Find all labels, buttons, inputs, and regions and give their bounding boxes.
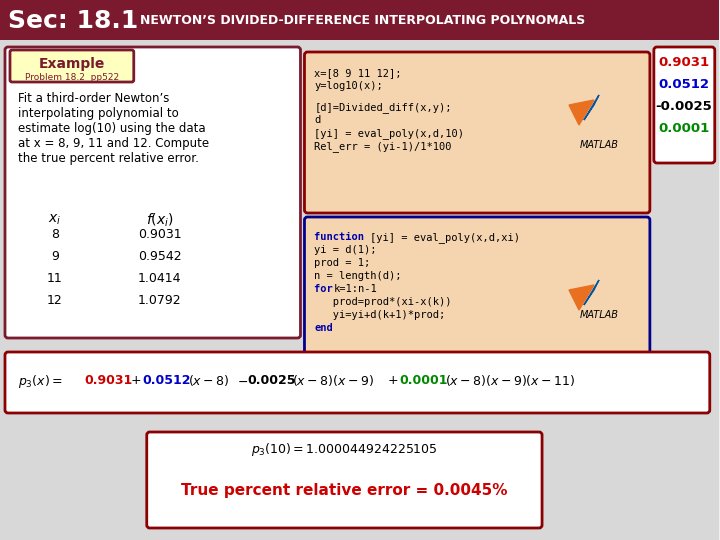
Text: prod=prod*(xi-x(k)): prod=prod*(xi-x(k)) [315, 297, 452, 307]
FancyBboxPatch shape [5, 47, 300, 338]
Text: estimate log(10) using the data: estimate log(10) using the data [18, 122, 206, 135]
FancyBboxPatch shape [5, 352, 710, 413]
Text: $-$: $-$ [237, 375, 248, 388]
Text: $(x - 8)$: $(x - 8)$ [188, 374, 229, 388]
Text: 0.0001: 0.0001 [658, 123, 709, 136]
Text: Sec: 18.1: Sec: 18.1 [8, 9, 138, 33]
Text: $f(x_i)$: $f(x_i)$ [146, 211, 174, 229]
Text: $+ $: $+ $ [387, 375, 399, 388]
Polygon shape [569, 100, 594, 125]
Text: 0.0025: 0.0025 [248, 375, 296, 388]
FancyBboxPatch shape [305, 217, 650, 383]
Text: 1.0792: 1.0792 [138, 294, 181, 307]
Text: NEWTON’S DIVIDED-DIFFERENCE INTERPOLATING POLYNOMALS: NEWTON’S DIVIDED-DIFFERENCE INTERPOLATIN… [140, 15, 585, 28]
Text: $+$: $+$ [130, 375, 141, 388]
Text: 8: 8 [51, 228, 59, 241]
Text: k=1:n-1: k=1:n-1 [333, 284, 377, 294]
Text: function: function [315, 232, 371, 242]
FancyBboxPatch shape [654, 47, 715, 163]
Text: Fit a third-order Newton’s: Fit a third-order Newton’s [18, 92, 169, 105]
Text: 12: 12 [47, 294, 63, 307]
Text: x=[8 9 11 12];: x=[8 9 11 12]; [315, 68, 402, 78]
FancyBboxPatch shape [147, 432, 542, 528]
Text: n = length(d);: n = length(d); [315, 271, 402, 281]
Text: 0.0512: 0.0512 [658, 78, 709, 91]
Text: $(x - 8)(x - 9)$: $(x - 8)(x - 9)$ [292, 374, 374, 388]
Text: for: for [315, 284, 339, 294]
Text: $x_i$: $x_i$ [48, 213, 61, 227]
Text: y=log10(x);: y=log10(x); [315, 81, 383, 91]
Text: 0.9031: 0.9031 [138, 228, 181, 241]
FancyBboxPatch shape [305, 52, 650, 213]
Text: 0.9031: 0.9031 [658, 57, 709, 70]
Text: 11: 11 [47, 273, 63, 286]
Text: 0.9031: 0.9031 [85, 375, 133, 388]
Text: end: end [315, 323, 333, 333]
Text: d: d [315, 115, 320, 125]
Text: 0.9542: 0.9542 [138, 251, 181, 264]
Text: yi = d(1);: yi = d(1); [315, 245, 377, 255]
Text: [yi] = eval_poly(x,d,xi): [yi] = eval_poly(x,d,xi) [370, 232, 521, 243]
Text: $p_3(10) = 1.000044924225105$: $p_3(10) = 1.000044924225105$ [251, 442, 438, 458]
Text: at x = 8, 9, 11 and 12. Compute: at x = 8, 9, 11 and 12. Compute [18, 137, 209, 150]
Text: 0.0512: 0.0512 [143, 375, 192, 388]
Polygon shape [584, 95, 599, 120]
Text: $p_3(x) = $: $p_3(x) = $ [18, 373, 63, 389]
Text: -0.0025: -0.0025 [655, 100, 712, 113]
Text: MATLAB: MATLAB [580, 310, 618, 320]
Text: Rel_err = (yi-1)/1*100: Rel_err = (yi-1)/1*100 [315, 141, 452, 152]
Text: MATLAB: MATLAB [580, 140, 618, 150]
Text: prod = 1;: prod = 1; [315, 258, 371, 268]
Text: $(x - 8)(x - 9)(x - 11)$: $(x - 8)(x - 9)(x - 11)$ [445, 374, 575, 388]
Text: yi=yi+d(k+1)*prod;: yi=yi+d(k+1)*prod; [315, 310, 446, 320]
Text: [d]=Divided_diff(x,y);: [d]=Divided_diff(x,y); [315, 102, 452, 113]
Text: 9: 9 [51, 251, 59, 264]
Text: Example: Example [39, 57, 105, 71]
Text: [yi] = eval_poly(x,d,10): [yi] = eval_poly(x,d,10) [315, 128, 464, 139]
Polygon shape [569, 285, 594, 310]
FancyBboxPatch shape [10, 50, 134, 82]
Text: True percent relative error = 0.0045%: True percent relative error = 0.0045% [181, 483, 508, 497]
Text: interpolating polynomial to: interpolating polynomial to [18, 107, 179, 120]
Text: 0.0001: 0.0001 [400, 375, 448, 388]
FancyBboxPatch shape [0, 40, 719, 540]
FancyBboxPatch shape [0, 0, 719, 40]
Polygon shape [584, 280, 599, 305]
Text: the true percent relative error.: the true percent relative error. [18, 152, 199, 165]
Text: Problem 18.2  pp522: Problem 18.2 pp522 [24, 72, 119, 82]
Text: 1.0414: 1.0414 [138, 273, 181, 286]
